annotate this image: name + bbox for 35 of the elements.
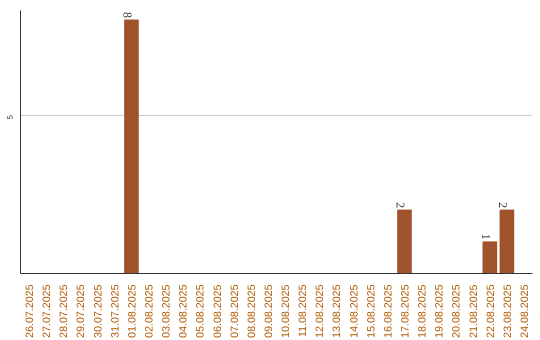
x-tick-label: 24.08.2025 bbox=[518, 284, 531, 338]
x-tick-label: 28.07.2025 bbox=[58, 284, 70, 338]
y-tick-label: 5 bbox=[6, 114, 14, 120]
x-tick-label: 11.08.2025 bbox=[297, 284, 310, 338]
x-tick-label: 31.07.2025 bbox=[109, 284, 122, 338]
x-tick-label: 19.08.2025 bbox=[434, 284, 446, 338]
x-tick-label: 10.08.2025 bbox=[280, 284, 292, 338]
x-tick-label: 30.07.2025 bbox=[92, 284, 104, 338]
x-tick-label: 17.08.2025 bbox=[400, 284, 412, 338]
x-tick-label: 04.08.2025 bbox=[178, 284, 190, 338]
x-tick-label: 18.08.2025 bbox=[416, 284, 429, 338]
x-tick-label: 22.08.2025 bbox=[484, 284, 497, 338]
x-tick-label: 01.08.2025 bbox=[126, 284, 138, 338]
x-tick-label: 27.07.2025 bbox=[41, 284, 54, 338]
x-tick-label: 21.08.2025 bbox=[468, 284, 480, 338]
data-label: 2 bbox=[496, 202, 510, 208]
x-tick-label: 15.08.2025 bbox=[365, 284, 378, 338]
x-tick-label: 29.07.2025 bbox=[75, 284, 88, 338]
data-label: 1 bbox=[478, 234, 493, 240]
x-tick-label: 03.08.2025 bbox=[160, 284, 173, 338]
x-tick-label: 08.08.2025 bbox=[246, 284, 258, 338]
x-tick-label: 09.08.2025 bbox=[262, 284, 275, 338]
x-tick-label: 16.08.2025 bbox=[382, 284, 394, 338]
x-tick-label: 12.08.2025 bbox=[314, 284, 326, 338]
x-tick-label: 13.08.2025 bbox=[331, 284, 344, 338]
x-tick-label: 14.08.2025 bbox=[348, 284, 360, 338]
x-tick-label: 05.08.2025 bbox=[194, 284, 207, 338]
x-tick-label: 06.08.2025 bbox=[212, 284, 224, 338]
x-tick-label: 23.08.2025 bbox=[502, 284, 514, 338]
x-tick-label: 26.07.2025 bbox=[24, 284, 36, 338]
x-tick-label: 07.08.2025 bbox=[228, 284, 241, 338]
x-tick-label: 20.08.2025 bbox=[450, 284, 463, 338]
x-tick-label: 02.08.2025 bbox=[144, 284, 156, 338]
data-label: 2 bbox=[394, 202, 408, 208]
data-label: 8 bbox=[120, 12, 134, 18]
